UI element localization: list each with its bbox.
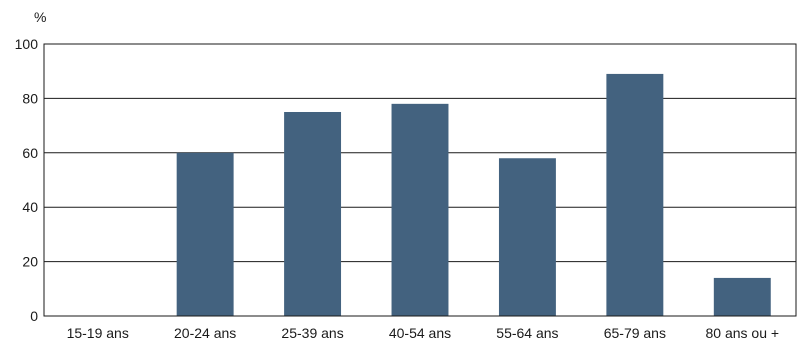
bar	[391, 103, 449, 316]
y-tick-label: 80	[22, 90, 38, 106]
bars	[176, 73, 771, 316]
bar	[498, 158, 556, 316]
y-tick-label: 60	[22, 145, 38, 161]
x-tick-label: 55-64 ans	[496, 325, 558, 341]
y-tick-label: 20	[22, 254, 38, 270]
x-tick-label: 15-19 ans	[67, 325, 129, 341]
bar	[176, 152, 234, 316]
x-tick-labels: 15-19 ans 20-24 ans 25-39 ans 40-54 ans 55-6…	[67, 325, 779, 341]
y-tick-label: 100	[15, 36, 39, 52]
plot-frame	[43, 43, 797, 317]
y-tick-label: 40	[22, 199, 38, 215]
x-tick-label: 65-79 ans	[604, 325, 666, 341]
x-tick-label: 20-24 ans	[174, 325, 236, 341]
bar	[606, 73, 664, 316]
x-tick-label: 40-54 ans	[389, 325, 451, 341]
y-tick-label: 0	[30, 308, 38, 324]
y-axis-label: %	[34, 9, 46, 25]
bar	[284, 112, 342, 316]
x-tick-label: 25-39 ans	[281, 325, 343, 341]
x-tick-label: 80 ans ou +	[706, 325, 780, 341]
y-tick-labels: 0 20 40 60 80 100	[15, 36, 39, 324]
bar	[713, 277, 771, 316]
